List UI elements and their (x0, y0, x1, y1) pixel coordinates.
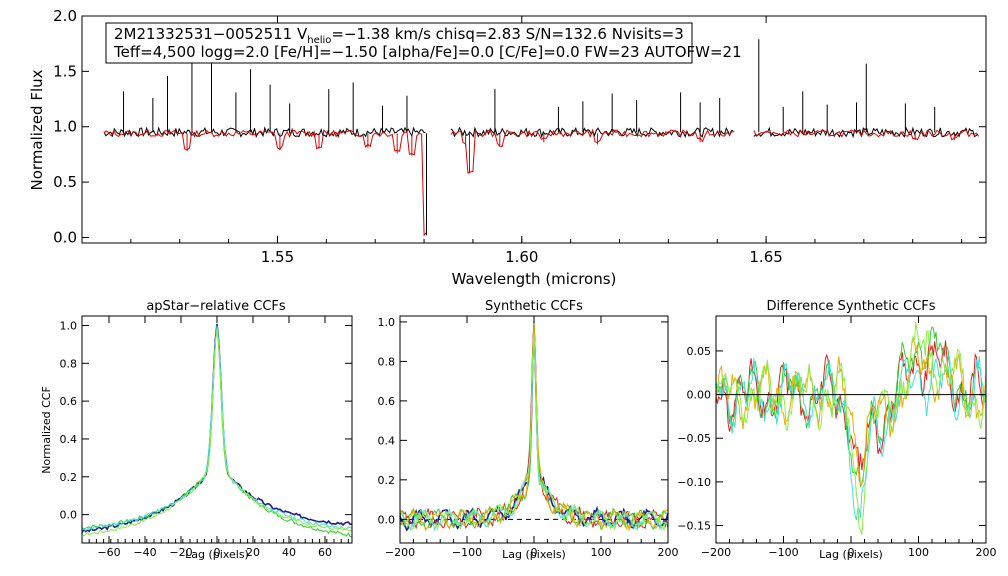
spectrum-ticks: 1.55 1.60 1.65 0.0 0.5 1.0 1.5 2.0 (53, 7, 986, 266)
difference-ccf-panel: Difference Synthetic CCFs −200 −100 0 100 20… (677, 299, 996, 561)
x-tick-label: 100 (908, 546, 929, 559)
apstar-ccf-y-label: Normalized CCF (40, 386, 53, 474)
x-tick-label: 60 (318, 546, 332, 559)
y-tick-label: 0.4 (60, 433, 78, 446)
x-tick-label: −200 (701, 546, 731, 559)
apstar-ccf-combined (81, 323, 353, 533)
synthetic-ccf-series-group (399, 319, 669, 532)
x-tick-label: −100 (768, 546, 798, 559)
x-tick-label: 20 (246, 546, 260, 559)
y-tick-label: 0.8 (60, 357, 78, 370)
y-tick-label: 0.8 (378, 355, 396, 368)
annotation-box (105, 22, 693, 64)
y-tick-label: 0.0 (53, 228, 77, 246)
synthetic-ccf-visit-5 (399, 334, 668, 532)
difference-ccf-series-group (715, 322, 987, 535)
apstar-ccf-ticks: −60 −40 −20 0 20 40 60 0.0 0.2 0.4 0.6 0.8 1.0 (60, 316, 352, 559)
synthetic-ccf-ticks: −200 −100 0 100 200 0.0 0.2 0.4 0.6 0.8 1.0 (378, 316, 679, 559)
y-tick-label: 0.0 (378, 513, 396, 526)
difference-ccf-visit-3 (715, 337, 987, 486)
y-tick-label: 0.05 (687, 345, 712, 358)
synthetic-ccf-x-label: Lag (pixels) (502, 548, 566, 561)
x-tick-label: 1.60 (505, 248, 538, 266)
model-spectrum-chip-3 (753, 129, 980, 141)
y-tick-label: 0.2 (378, 474, 396, 487)
apstar-ccf-visit-2 (81, 326, 353, 531)
y-tick-label: 1.5 (53, 62, 77, 80)
synthetic-ccf-panel: Synthetic CCFs −200 −100 0 100 200 0.0 0.2 0.4 0… (378, 299, 679, 561)
apstar-ccf-visit-1 (81, 325, 353, 538)
x-tick-label: 0 (848, 546, 855, 559)
x-tick-label: −60 (97, 546, 120, 559)
x-tick-label: 40 (282, 546, 296, 559)
y-tick-label: −0.05 (677, 432, 711, 445)
difference-ccf-visit-2 (715, 326, 987, 489)
annotation-line1: 2M21332531−0052511 Vhelio=−1.38 km/s chi… (114, 25, 684, 46)
model-spectrum-chip-2 (450, 128, 735, 174)
annotation-line2: Teff=4,500 logg=2.0 [Fe/H]=−1.50 [alpha/… (113, 43, 742, 61)
y-tick-label: 1.0 (378, 316, 396, 329)
annotation-line1-suffix: =−1.38 km/s chisq=2.83 S/N=132.6 Nvisits… (331, 25, 683, 43)
x-tick-label: 200 (658, 546, 679, 559)
annotation-line1-prefix: 2M21332531−0052511 V (114, 25, 308, 43)
annotation-subscript: helio (307, 35, 331, 46)
x-tick-label: 1.55 (261, 248, 294, 266)
apstar-ccf-visit-3 (81, 329, 353, 537)
difference-ccf-visit-4 (715, 354, 987, 521)
x-tick-label: 0 (214, 546, 221, 559)
y-tick-label: 0.6 (378, 395, 396, 408)
spectrum-panel: 1.55 1.60 1.65 0.0 0.5 1.0 1.5 2.0 2M21332531−0… (28, 7, 987, 288)
y-tick-label: 0.4 (378, 434, 396, 447)
difference-ccf-visit-5 (715, 322, 987, 535)
y-tick-label: 0.6 (60, 395, 78, 408)
difference-ccf-ticks: −200 −100 0 100 200 −0.15 −0.10 −0.05 0.00 0.05 (677, 316, 997, 559)
observed-spectrum-chip-1 (103, 126, 426, 139)
y-tick-label: 0.0 (60, 509, 78, 522)
spectrum-x-label: Wavelength (microns) (452, 270, 617, 288)
model-spectrum-chip-1 (103, 128, 427, 237)
difference-ccf-x-label: Lag (pixels) (819, 548, 883, 561)
x-tick-label: 100 (591, 546, 612, 559)
spectrum-axes-frame (81, 15, 987, 244)
y-tick-label: 1.0 (53, 118, 77, 136)
y-tick-label: 0.5 (53, 173, 77, 191)
y-tick-label: 0.2 (60, 471, 78, 484)
x-tick-label: −100 (452, 546, 482, 559)
difference-ccf-title: Difference Synthetic CCFs (766, 299, 935, 314)
y-tick-label: 0.00 (687, 389, 712, 402)
y-tick-label: −0.10 (677, 476, 711, 489)
y-tick-label: −0.15 (677, 520, 711, 533)
apstar-ccf-title: apStar−relative CCFs (146, 299, 286, 314)
apstar-ccf-series-group (81, 323, 353, 538)
spectrum-y-label: Normalized Flux (28, 69, 46, 190)
x-tick-label: −20 (169, 546, 192, 559)
y-tick-label: 2.0 (53, 7, 77, 25)
synthetic-ccf-title: Synthetic CCFs (485, 299, 583, 314)
x-tick-label: 0 (531, 546, 538, 559)
x-tick-label: −40 (133, 546, 156, 559)
x-tick-label: −200 (385, 546, 415, 559)
x-tick-label: 1.65 (749, 248, 782, 266)
apstar-ccf-x-label: Lag (pixels) (185, 548, 249, 561)
y-tick-label: 1.0 (60, 319, 78, 332)
apstar-ccf-panel: apStar−relative CCFs −60 −40 −20 0 20 40 60 0.0… (40, 299, 353, 561)
x-tick-label: 200 (976, 546, 997, 559)
spectrum-series-group (103, 39, 980, 237)
